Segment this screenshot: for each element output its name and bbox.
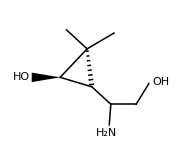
Text: H₂N: H₂N (95, 128, 117, 138)
Text: HO: HO (13, 72, 30, 82)
Polygon shape (32, 73, 60, 82)
Text: OH: OH (152, 77, 169, 87)
